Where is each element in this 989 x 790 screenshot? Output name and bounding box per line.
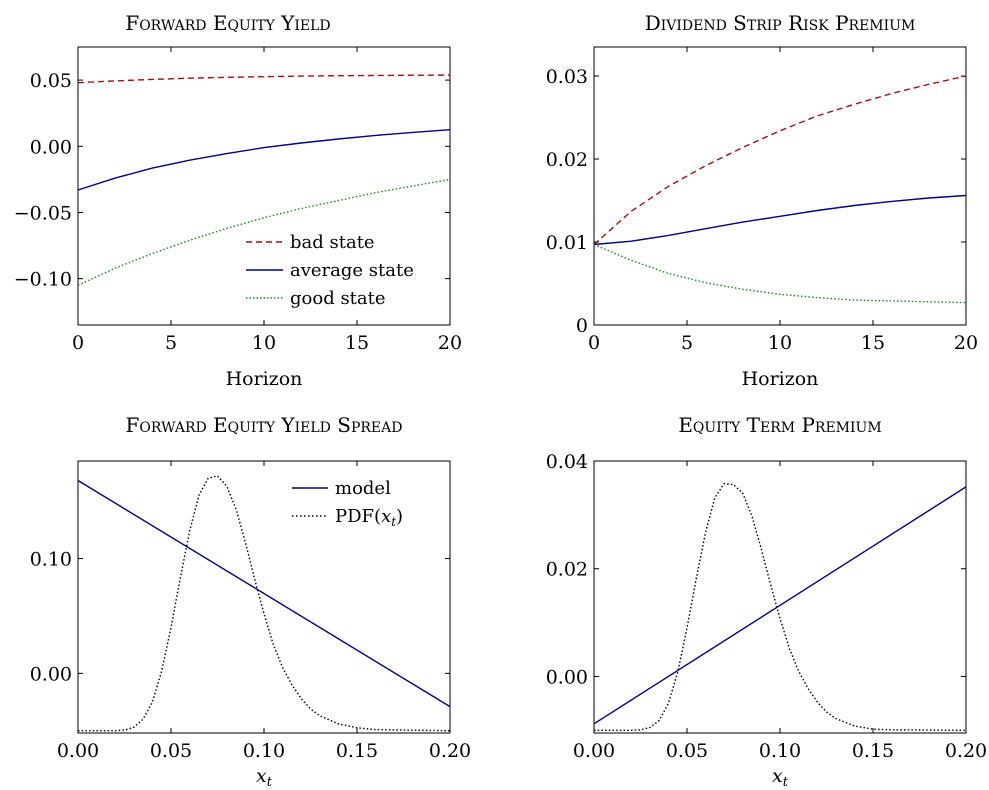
y-tick-label: −0.05 <box>14 202 72 224</box>
series-line-model <box>593 486 967 725</box>
legend-label-bad-state: bad state <box>290 232 375 253</box>
tick-layer: 0.00 0.05 0.10 0.15 0.20 0.10 0.00 <box>30 461 471 762</box>
x-tick-label: 5 <box>681 332 693 354</box>
y-tick-label: 0.02 <box>546 559 588 581</box>
series-line-average-state <box>77 129 451 191</box>
y-tick-label: 0.04 <box>546 451 588 473</box>
panel-dividend-strip-risk-premium: Dividend Strip Risk Premium 0 5 10 15 20 0 0.0… <box>546 11 978 390</box>
series-line-model <box>77 479 451 708</box>
x-tick-label: 20 <box>438 332 462 354</box>
legend-label-model: model <box>335 478 391 499</box>
series-line-pdf <box>594 482 967 731</box>
panel-equity-term-premium: Equity Term Premium 0.00 0.05 0.10 0.15 0.20… <box>546 413 987 790</box>
chart-title: Dividend Strip Risk Premium <box>645 11 916 35</box>
x-axis-label: Horizon <box>742 368 819 390</box>
chart-title: Equity Term Premium <box>678 413 881 437</box>
x-axis-label-sub: t <box>267 775 273 790</box>
legend: model PDF(xt) <box>292 478 403 529</box>
x-tick-label: 10 <box>768 332 792 354</box>
panel-forward-equity-yield-spread: Forward Equity Yield Spread 0.00 0.05 0.10… <box>30 413 471 790</box>
legend: bad state average state good state <box>246 232 414 309</box>
y-tick-label: 0.00 <box>30 136 72 158</box>
x-axis-label: xt <box>772 765 789 790</box>
x-axis-label-var: x <box>772 765 783 787</box>
tick-layer: 0 5 10 15 20 0 0.01 0.02 0.03 <box>546 47 978 354</box>
series-line-good-state <box>593 243 967 304</box>
y-tick-label: −0.10 <box>14 269 72 291</box>
x-tick-label: 0.15 <box>852 740 894 762</box>
plot-frame <box>593 460 967 734</box>
x-tick-label: 0.10 <box>243 740 285 762</box>
x-tick-label: 15 <box>345 332 369 354</box>
tick-layer: 0 5 10 15 20 0.05 0.00 −0.05 −0.10 <box>14 47 462 354</box>
x-tick-label: 20 <box>954 332 978 354</box>
x-tick-label: 0.05 <box>666 740 708 762</box>
y-tick-label: 0.10 <box>30 549 72 571</box>
x-tick-label: 0.00 <box>57 740 99 762</box>
series-line-pdf <box>78 475 451 732</box>
panel-forward-equity-yield: Forward Equity Yield 0 5 10 15 20 0.05 0.00 −0.… <box>14 11 462 390</box>
chart-title: Forward Equity Yield Spread <box>126 413 403 437</box>
x-tick-label: 0.05 <box>150 740 192 762</box>
x-axis-label: Horizon <box>226 368 303 390</box>
plot-frame <box>77 460 451 734</box>
y-tick-label: 0 <box>576 315 588 337</box>
pdf-var: x <box>381 506 391 527</box>
x-tick-label: 0.00 <box>573 740 615 762</box>
y-tick-label: 0.02 <box>546 149 588 171</box>
x-tick-label: 0.20 <box>429 740 471 762</box>
y-tick-label: 0.00 <box>546 666 588 688</box>
legend-label-average-state: average state <box>290 260 414 281</box>
series-layer <box>593 482 967 731</box>
x-tick-label: 0 <box>72 332 84 354</box>
y-tick-label: 0.03 <box>546 66 588 88</box>
legend-label-good-state: good state <box>290 288 386 309</box>
x-tick-label: 5 <box>165 332 177 354</box>
series-layer <box>593 75 967 304</box>
x-tick-label: 0 <box>588 332 600 354</box>
plot-frame <box>77 46 451 326</box>
x-axis-label-var: x <box>256 765 267 787</box>
y-tick-label: 0.01 <box>546 232 588 254</box>
series-line-average-state <box>593 194 967 246</box>
plot-frame <box>593 46 967 326</box>
series-line-good-state <box>77 178 451 286</box>
tick-layer: 0.00 0.05 0.10 0.15 0.20 0.04 0.02 0.00 <box>546 451 987 762</box>
x-tick-label: 15 <box>861 332 885 354</box>
x-tick-label: 10 <box>252 332 276 354</box>
pdf-prefix: PDF( <box>335 506 381 527</box>
x-tick-label: 0.10 <box>759 740 801 762</box>
series-line-bad-state <box>77 74 451 84</box>
pdf-sub: t <box>391 515 396 529</box>
series-layer <box>77 475 451 732</box>
x-tick-label: 0.20 <box>945 740 987 762</box>
pdf-suffix: ) <box>396 506 403 527</box>
series-layer <box>77 74 451 286</box>
series-line-bad-state <box>593 75 967 246</box>
x-axis-label-sub: t <box>783 775 789 790</box>
y-tick-label: 0.00 <box>30 663 72 685</box>
chart-title: Forward Equity Yield <box>125 11 330 35</box>
legend-label-pdf: PDF(xt) <box>335 506 403 529</box>
x-tick-label: 0.15 <box>336 740 378 762</box>
x-axis-label: xt <box>256 765 273 790</box>
y-tick-label: 0.05 <box>30 70 72 92</box>
